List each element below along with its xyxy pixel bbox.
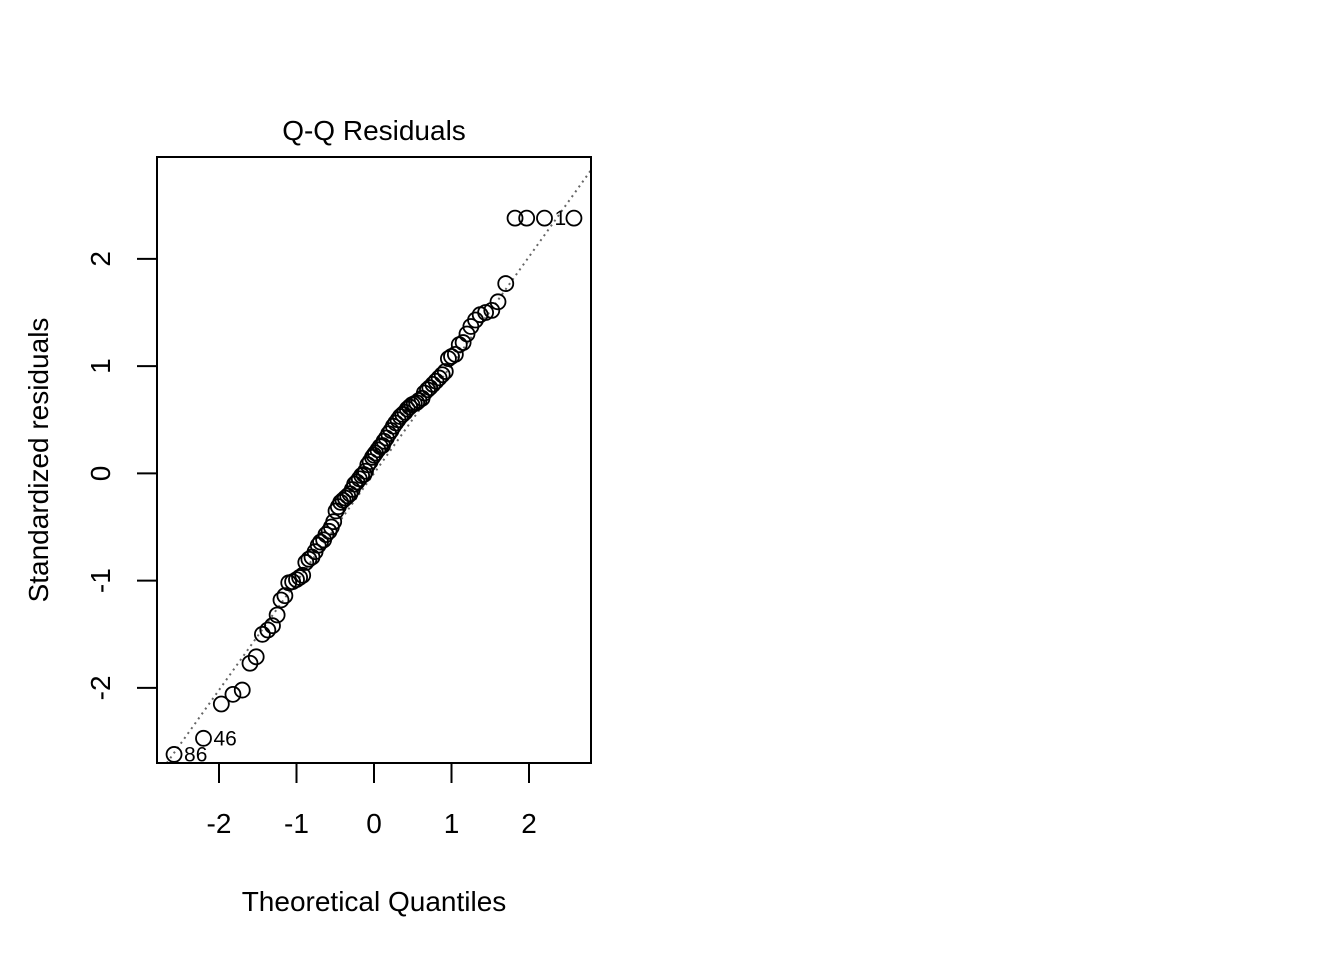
data-point	[430, 369, 448, 387]
y-tick-label: 1	[85, 358, 116, 374]
data-point	[297, 554, 315, 571]
data-point	[224, 685, 242, 703]
data-point	[233, 681, 251, 699]
data-point	[427, 372, 445, 390]
x-tick-label: 0	[366, 808, 382, 839]
data-point	[419, 381, 436, 399]
data-point	[536, 209, 553, 227]
y-axis-label: Standardized residuals	[23, 318, 54, 603]
y-tick-label: 2	[85, 251, 116, 267]
data-point	[497, 275, 515, 292]
data-point	[365, 446, 383, 464]
point-labels: 1 46 86	[184, 207, 566, 766]
x-tick-label: 2	[521, 808, 537, 839]
data-point	[433, 366, 451, 384]
data-point	[291, 569, 309, 586]
data-point	[212, 695, 230, 713]
y-tick-label: 0	[85, 466, 116, 482]
point-label: 46	[214, 727, 237, 750]
data-point	[241, 654, 259, 672]
point-label: 1	[555, 207, 567, 230]
data-point	[483, 301, 501, 319]
y-tick-label: -2	[85, 675, 116, 700]
data-point	[415, 384, 433, 402]
data-point	[165, 746, 183, 763]
data-point	[325, 513, 343, 531]
y-tick-label: -1	[85, 568, 116, 593]
y-axis: -2 -1 0 1 2	[85, 251, 157, 700]
data-points	[165, 209, 583, 763]
data-point	[489, 293, 507, 311]
reference-line-group	[165, 168, 591, 763]
data-point	[272, 591, 290, 609]
data-point	[436, 363, 454, 380]
data-point	[369, 441, 387, 459]
data-point	[247, 648, 265, 666]
x-axis: -2 -1 0 1 2	[207, 763, 537, 839]
x-axis-label: Theoretical Quantiles	[242, 886, 507, 917]
x-tick-label: -2	[207, 808, 232, 839]
x-tick-label: -1	[284, 808, 309, 839]
data-point	[195, 729, 212, 747]
data-point	[421, 379, 439, 397]
data-point	[253, 625, 271, 643]
data-point	[506, 209, 524, 227]
data-point	[454, 334, 472, 351]
data-point	[424, 375, 442, 393]
data-point	[268, 606, 286, 624]
x-tick-label: 1	[444, 808, 460, 839]
data-point	[446, 345, 464, 363]
data-point	[565, 209, 583, 227]
data-point	[264, 617, 281, 635]
data-point	[518, 209, 536, 227]
data-point	[294, 566, 312, 584]
point-label: 86	[184, 743, 207, 766]
chart-title: Q-Q Residuals	[282, 115, 466, 146]
reference-line	[165, 168, 591, 763]
data-point	[259, 621, 277, 639]
